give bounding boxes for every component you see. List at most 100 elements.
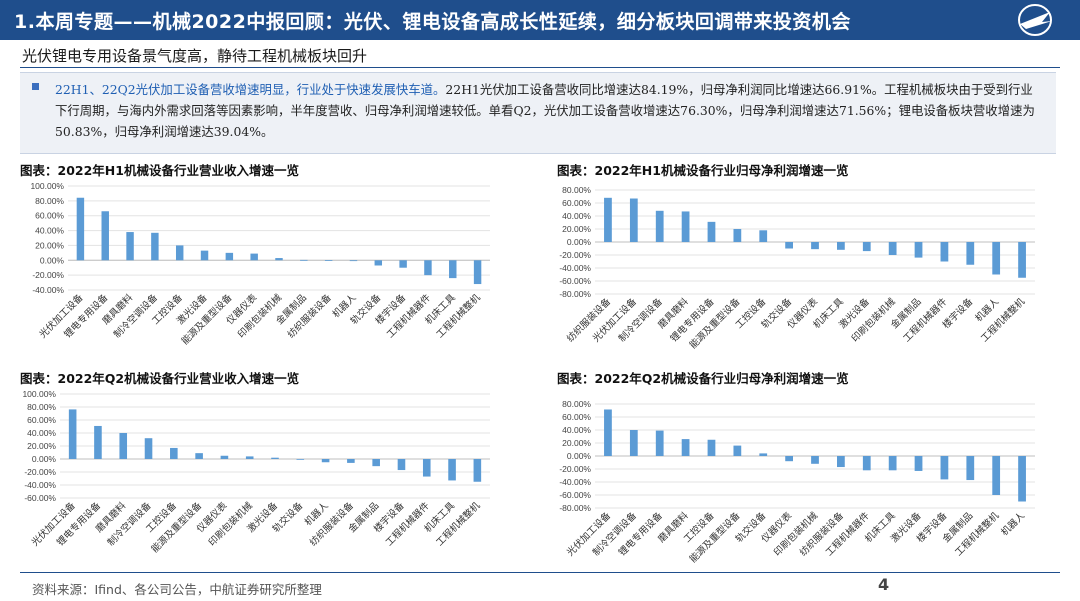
x-tick-label: 工程机械器件 xyxy=(901,295,950,344)
bar xyxy=(347,459,355,463)
bar xyxy=(195,453,203,459)
summary-highlight: 22H1、22Q2光伏加工设备营收增速明显，行业处于快速发展快车道。 xyxy=(55,82,446,97)
summary-paragraph: 22H1、22Q2光伏加工设备营收增速明显，行业处于快速发展快车道。22H1光伏… xyxy=(55,79,1045,142)
bar xyxy=(349,260,358,262)
bar xyxy=(94,425,102,459)
y-tick-label: 60.00% xyxy=(27,415,56,425)
bar xyxy=(225,252,234,261)
bar xyxy=(811,242,819,250)
x-tick-label: 工程机械整机 xyxy=(952,509,1001,558)
y-tick-label: 80.00% xyxy=(562,185,591,195)
chart-title-q2-profit: 图表：2022年Q2机械设备行业归母净利润增速一览 xyxy=(557,371,849,386)
bar xyxy=(1018,456,1026,502)
y-tick-label: -40.00% xyxy=(559,477,591,487)
bar xyxy=(655,430,664,456)
y-tick-label: 40.00% xyxy=(562,425,591,435)
bar xyxy=(144,438,153,459)
bar xyxy=(604,409,612,456)
x-tick-label: 光伏加工设备 xyxy=(590,295,639,344)
y-tick-label: -20.00% xyxy=(24,467,56,477)
y-tick-label: -80.00% xyxy=(559,503,591,513)
y-tick-label: -60.00% xyxy=(24,493,56,503)
source-note: 资料来源：Ifind、各公司公告，中航证券研究所整理 xyxy=(32,582,322,597)
y-tick-label: 80.00% xyxy=(27,402,56,412)
x-tick-label: 工程机械器件 xyxy=(823,509,872,558)
bar xyxy=(448,459,456,481)
bar xyxy=(399,260,407,268)
bar xyxy=(940,242,949,262)
bar xyxy=(759,230,768,242)
bar xyxy=(914,456,923,471)
x-tick-label: 印刷包装机械 xyxy=(771,509,820,558)
bar xyxy=(811,456,819,464)
chart-h1-profit: 80.00% 60.00% 40.00% 20.00% 0.00% -20.00% -40.… xyxy=(559,185,1035,351)
bar xyxy=(629,198,638,242)
bar xyxy=(681,439,690,456)
bar xyxy=(321,459,330,463)
bar xyxy=(785,456,793,462)
y-tick-label: -20.00% xyxy=(32,270,64,280)
y-tick-label: -40.00% xyxy=(24,480,56,490)
bar xyxy=(1018,242,1026,278)
bar xyxy=(604,197,612,242)
bar xyxy=(914,242,923,258)
bar xyxy=(837,242,845,250)
bar xyxy=(175,245,184,261)
bar xyxy=(785,242,793,249)
bar xyxy=(151,232,159,261)
bullet-square-icon xyxy=(32,83,39,90)
bar xyxy=(324,260,333,261)
chart-title-h1-revenue: 图表：2022年H1机械设备行业营业收入增速一览 xyxy=(20,163,299,178)
y-tick-label: 40.00% xyxy=(35,226,64,236)
bar xyxy=(759,453,768,456)
bar xyxy=(733,229,742,242)
bar xyxy=(733,445,742,456)
y-tick-label: 60.00% xyxy=(562,198,591,208)
bar xyxy=(250,253,258,261)
company-logo-icon xyxy=(1018,4,1052,36)
y-tick-label: 20.00% xyxy=(562,224,591,234)
y-tick-label: 20.00% xyxy=(27,441,56,451)
x-tick-label: 机器人 xyxy=(999,509,1028,538)
bar xyxy=(170,447,178,459)
bar xyxy=(862,242,871,252)
x-tick-label: 锂电专用设备 xyxy=(616,509,665,558)
bar xyxy=(374,260,383,266)
summary-body: 22H1光伏加工设备营收同比增速达84.19%，归母净利润同比增速达66.91%… xyxy=(55,82,1035,139)
page-number: 4 xyxy=(878,575,890,594)
y-tick-label: 60.00% xyxy=(562,412,591,422)
y-tick-label: 0.00% xyxy=(567,237,592,247)
y-tick-label: 100.00% xyxy=(30,181,64,191)
bar xyxy=(296,459,305,460)
y-tick-label: -60.00% xyxy=(559,490,591,500)
bar xyxy=(655,210,664,242)
x-tick-label: 制冷空调设备 xyxy=(590,509,639,558)
bar xyxy=(372,459,380,467)
title-bar: 1.本周专题——机械2022中报回顾：光伏、锂电设备高成长性延续，细分板块回调带… xyxy=(0,0,1080,40)
x-tick-label: 印刷包装机械 xyxy=(849,295,898,344)
y-tick-label: -60.00% xyxy=(559,276,591,286)
x-tick-label: 制冷空调设备 xyxy=(616,295,665,344)
y-tick-label: -20.00% xyxy=(559,250,591,260)
summary-box: 22H1、22Q2光伏加工设备营收增速明显，行业处于快速发展快车道。22H1光伏… xyxy=(20,72,1056,154)
bar xyxy=(271,457,279,459)
chart-q2-profit: 80.00% 60.00% 40.00% 20.00% 0.00% -20.00% -40.… xyxy=(559,399,1035,565)
y-tick-label: 0.00% xyxy=(40,255,65,265)
y-tick-label: -20.00% xyxy=(559,464,591,474)
bar xyxy=(992,456,1001,495)
x-tick-label: 光伏加工设备 xyxy=(564,509,613,558)
y-tick-label: 20.00% xyxy=(35,240,64,250)
bar xyxy=(126,232,134,261)
page-title: 1.本周专题——机械2022中报回顾：光伏、锂电设备高成长性延续，细分板块回调带… xyxy=(14,11,851,33)
bar xyxy=(888,242,897,255)
x-tick-label: 锂电专用设备 xyxy=(668,295,717,344)
bar xyxy=(422,459,431,477)
chart-title-q2-revenue: 图表：2022年Q2机械设备行业营业收入增速一览 xyxy=(20,371,300,386)
bar xyxy=(245,456,254,459)
x-tick-label: 纺织服装设备 xyxy=(797,509,846,558)
bar xyxy=(707,221,716,242)
bar xyxy=(888,456,897,471)
bar xyxy=(473,459,482,482)
bar xyxy=(119,433,128,459)
subtitle-divider xyxy=(20,67,1060,68)
